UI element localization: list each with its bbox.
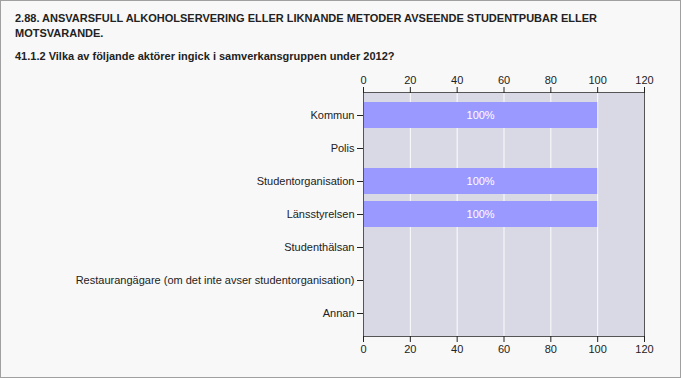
- svg-text:60: 60: [498, 343, 510, 355]
- svg-text:60: 60: [498, 74, 510, 86]
- svg-text:0: 0: [360, 74, 366, 86]
- html-text:41.1.2 Vilka av följande aktör: 41.1.2 Vilka av följande aktörer ingick …: [15, 50, 395, 62]
- svg-text:120: 120: [635, 343, 653, 355]
- svg-text:80: 80: [545, 74, 557, 86]
- svg-text:Studenthälsan: Studenthälsan: [284, 241, 354, 253]
- svg-text:Länsstyrelsen: Länsstyrelsen: [287, 208, 355, 220]
- svg-text:100%: 100%: [467, 175, 495, 187]
- svg-text:100: 100: [588, 74, 606, 86]
- svg-text:80: 80: [545, 343, 557, 355]
- svg-text:100%: 100%: [467, 109, 495, 121]
- svg-text:40: 40: [451, 74, 463, 86]
- svg-text:Restaurangägare (om det inte a: Restaurangägare (om det inte avser stude…: [76, 274, 355, 286]
- svg-text:Studentorganisation: Studentorganisation: [257, 175, 355, 187]
- svg-text:Annan: Annan: [323, 307, 355, 319]
- svg-text:20: 20: [404, 343, 416, 355]
- svg-text:40: 40: [451, 343, 463, 355]
- html-text:2.88. ANSVARSFULL ALKOHOLSERVE: 2.88. ANSVARSFULL ALKOHOLSERVERING ELLER…: [15, 12, 597, 39]
- svg-text:100%: 100%: [467, 208, 495, 220]
- svg-text:20: 20: [404, 74, 416, 86]
- svg-text:Kommun: Kommun: [310, 109, 354, 121]
- svg-text:120: 120: [635, 74, 653, 86]
- svg-text:Polis: Polis: [331, 142, 355, 154]
- svg-text:100: 100: [588, 343, 606, 355]
- svg-text:0: 0: [360, 343, 366, 355]
